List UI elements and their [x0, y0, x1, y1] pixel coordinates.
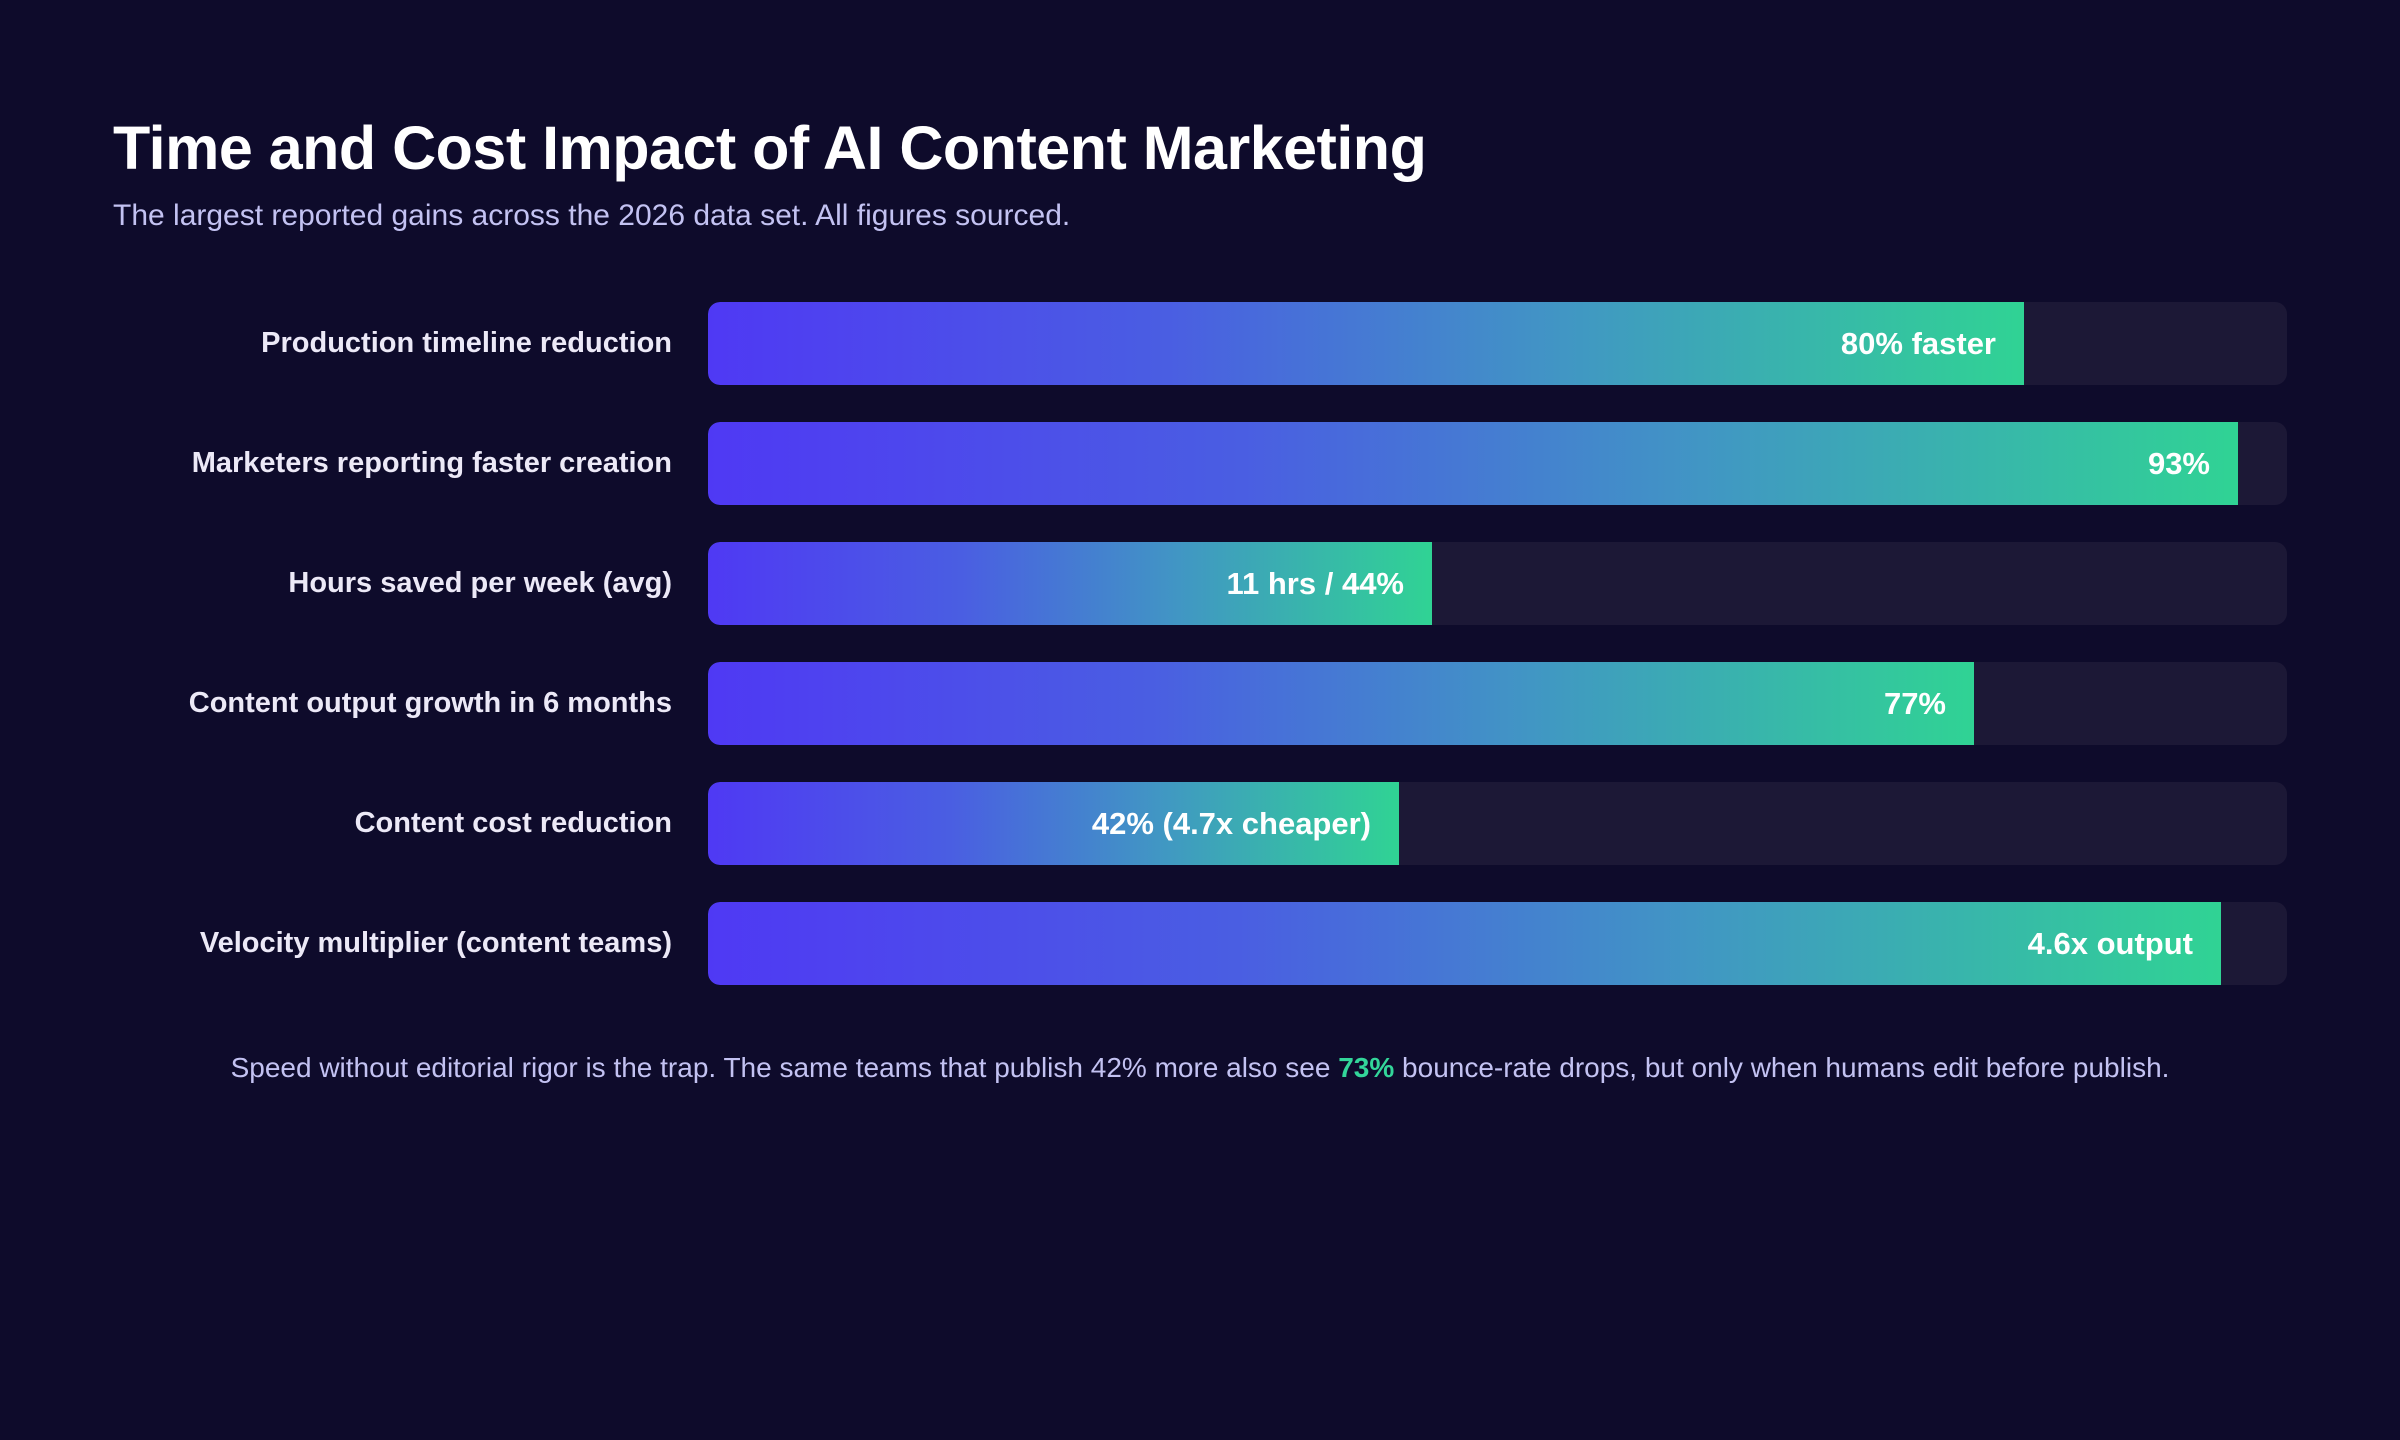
bar-value-label: 93%	[2147, 446, 2210, 481]
bar-row: Marketers reporting faster creation 93%	[0, 422, 2400, 505]
bar-row: Content cost reduction 42% (4.7x cheaper)	[0, 782, 2400, 865]
bar-track: 77%	[708, 662, 2287, 745]
bar-row: Production timeline reduction 80% faster	[0, 302, 2400, 385]
bar-value-label: 80% faster	[1840, 326, 1996, 361]
bar-row: Velocity multiplier (content teams) 4.6x …	[0, 902, 2400, 985]
bar-track: 80% faster	[708, 302, 2287, 385]
bar: 80% faster	[708, 302, 2024, 385]
bar-value-label: 11 hrs / 44%	[1226, 566, 1404, 601]
bar: 77%	[708, 662, 1974, 745]
bar-value-label: 4.6x output	[2027, 926, 2193, 961]
bar: 11 hrs / 44%	[708, 542, 1432, 625]
bar-track: 93%	[708, 422, 2287, 505]
chart-subtitle: The largest reported gains across the 20…	[113, 199, 1071, 232]
bar: 42% (4.7x cheaper)	[708, 782, 1399, 865]
footnote-text-after: bounce-rate drops, but only when humans …	[1394, 1052, 2170, 1083]
bar-category-label: Hours saved per week (avg)	[288, 567, 672, 599]
bar-category-label: Marketers reporting faster creation	[191, 447, 672, 479]
footnote-text-before: Speed without editorial rigor is the tra…	[230, 1052, 1339, 1083]
bar-row: Content output growth in 6 months 77%	[0, 662, 2400, 745]
footnote-highlight: 73%	[1338, 1052, 1395, 1083]
bar-category-label: Content cost reduction	[354, 807, 672, 839]
bar: 4.6x output	[708, 902, 2221, 985]
footnote: Speed without editorial rigor is the tra…	[0, 1048, 2400, 1088]
bar-track: 42% (4.7x cheaper)	[708, 782, 2287, 865]
bar-category-label: Content output growth in 6 months	[188, 687, 672, 719]
bar-track: 11 hrs / 44%	[708, 542, 2287, 625]
bar-track: 4.6x output	[708, 902, 2287, 985]
bar-category-label: Velocity multiplier (content teams)	[199, 927, 672, 959]
bar: 93%	[708, 422, 2238, 505]
bar-value-label: 77%	[1883, 686, 1946, 721]
chart-title: Time and Cost Impact of AI Content Marke…	[113, 114, 1427, 182]
bar-value-label: 42% (4.7x cheaper)	[1091, 806, 1371, 841]
bar-category-label: Production timeline reduction	[261, 327, 672, 359]
bar-row: Hours saved per week (avg) 11 hrs / 44%	[0, 542, 2400, 625]
